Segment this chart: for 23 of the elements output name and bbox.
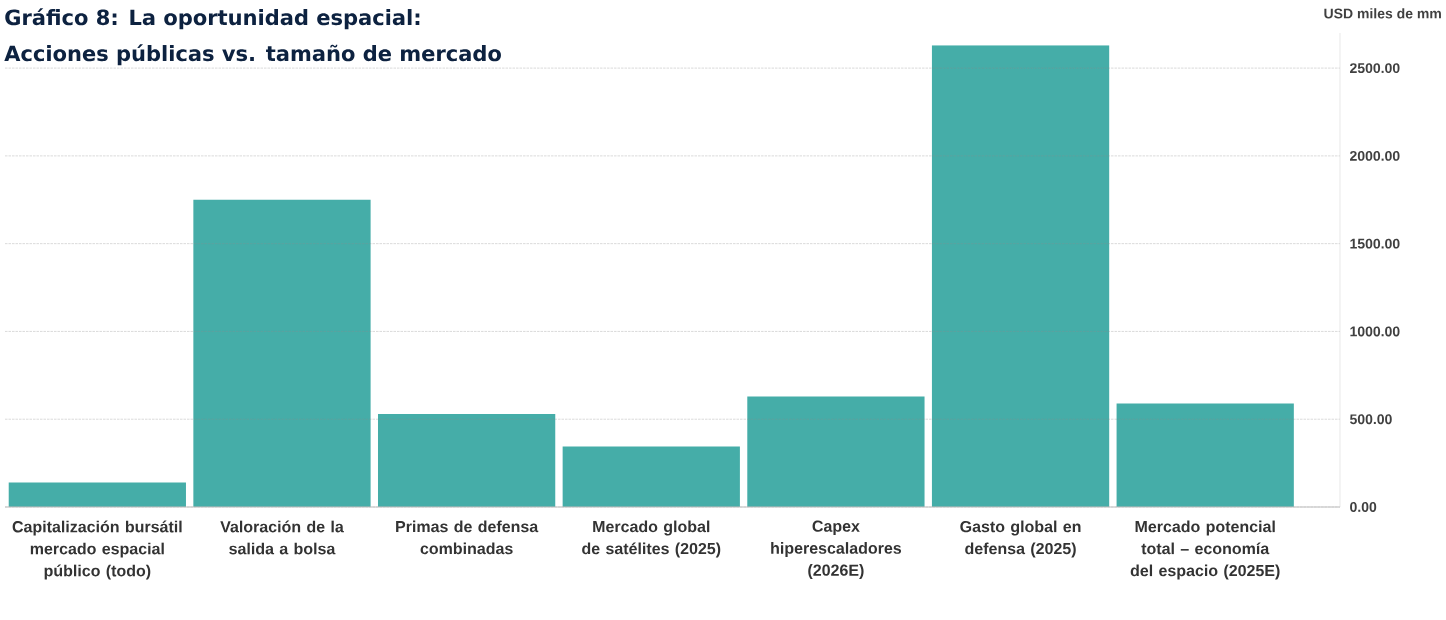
y-tick-label: 1000.00 — [1350, 326, 1400, 337]
bar — [1116, 403, 1294, 507]
x-tick-label: Capitalización bursátil mercado espacial público (todo) — [12, 520, 182, 580]
bar — [562, 446, 740, 507]
y-tick-label: 2500.00 — [1350, 63, 1400, 74]
bar — [193, 199, 371, 507]
y-tick-label: 500.00 — [1349, 414, 1392, 425]
x-tick-label: Mercado potencial total – economía del espacio (2025E) — [1130, 520, 1280, 580]
y-tick-label: 0.00 — [1350, 502, 1377, 512]
bar — [8, 482, 186, 507]
y-axis-title: USD miles de mm — [1324, 8, 1441, 19]
bar — [931, 45, 1110, 507]
bar — [378, 413, 556, 507]
chart-title: Gráfico 8: La oportunidad espacial: — [5, 8, 420, 30]
bar — [747, 396, 925, 507]
y-tick-label: 2000.00 — [1350, 150, 1400, 161]
x-tick-label: Gasto global en defensa (2025) — [960, 520, 1081, 558]
x-tick-label: Capex hiperescaladores (2026E) — [771, 520, 902, 580]
text: Acciones públicas vs. tamaño de mercado — [4, 44, 501, 66]
x-tick-label: Primas de defensa combinadas — [396, 520, 539, 555]
x-tick-label: Valoración de la salida a bolsa — [220, 520, 344, 555]
x-tick-label: Mercado global de satélites (2025) — [582, 520, 721, 558]
y-tick-label: 1500.00 — [1350, 238, 1400, 249]
